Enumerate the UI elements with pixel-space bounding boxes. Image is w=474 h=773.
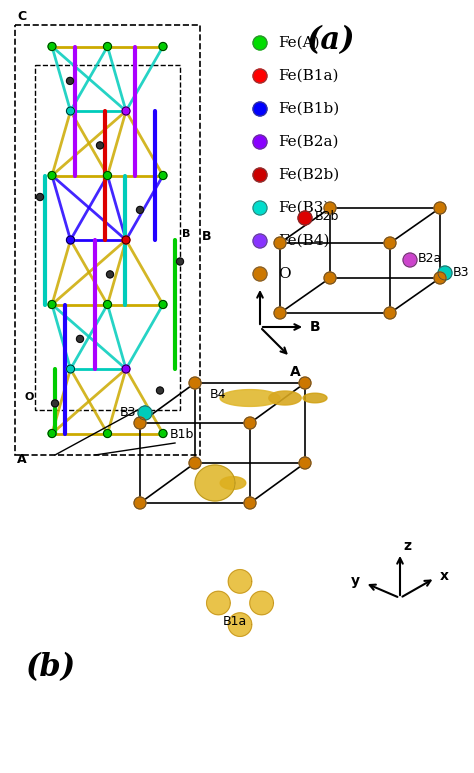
Circle shape: [299, 457, 311, 469]
Circle shape: [134, 417, 146, 429]
Text: Fe(A): Fe(A): [278, 36, 319, 50]
Circle shape: [438, 266, 452, 280]
Polygon shape: [303, 393, 327, 403]
Text: (b): (b): [25, 652, 75, 683]
Circle shape: [244, 417, 256, 429]
Circle shape: [66, 107, 74, 115]
Circle shape: [159, 430, 167, 438]
Text: B1a: B1a: [223, 615, 247, 628]
Circle shape: [176, 258, 183, 265]
Circle shape: [324, 272, 336, 284]
Text: B: B: [182, 229, 191, 239]
Polygon shape: [269, 391, 301, 405]
Circle shape: [253, 168, 267, 182]
Circle shape: [76, 335, 83, 342]
Circle shape: [107, 271, 113, 278]
Text: A: A: [290, 365, 301, 379]
Text: B3: B3: [453, 267, 470, 280]
Circle shape: [324, 202, 336, 214]
Circle shape: [189, 377, 201, 389]
Circle shape: [384, 307, 396, 319]
Circle shape: [137, 206, 144, 213]
Polygon shape: [250, 591, 273, 615]
Circle shape: [48, 43, 56, 50]
Circle shape: [159, 172, 167, 179]
Circle shape: [36, 193, 44, 200]
Polygon shape: [228, 570, 252, 593]
Circle shape: [103, 43, 111, 50]
Text: O: O: [278, 267, 291, 281]
Circle shape: [384, 237, 396, 249]
Text: B: B: [202, 230, 211, 243]
Text: x: x: [440, 569, 449, 583]
Text: Fe(B1b): Fe(B1b): [278, 102, 339, 116]
Circle shape: [159, 301, 167, 308]
Circle shape: [52, 400, 58, 407]
Circle shape: [48, 430, 56, 438]
Text: C: C: [17, 10, 26, 23]
Circle shape: [299, 377, 311, 389]
Text: z: z: [403, 539, 411, 553]
Circle shape: [434, 202, 446, 214]
Circle shape: [274, 237, 286, 249]
Circle shape: [253, 201, 267, 215]
Text: (a): (a): [306, 25, 354, 56]
Circle shape: [122, 236, 130, 244]
Text: B1b: B1b: [170, 428, 194, 441]
Text: B2b: B2b: [315, 209, 339, 223]
Circle shape: [189, 457, 201, 469]
Text: Fe(B4): Fe(B4): [278, 234, 329, 248]
Circle shape: [253, 234, 267, 248]
Polygon shape: [220, 477, 246, 489]
Circle shape: [122, 365, 130, 373]
Circle shape: [253, 267, 267, 281]
Circle shape: [138, 406, 152, 420]
Polygon shape: [220, 390, 280, 407]
Circle shape: [48, 172, 56, 179]
Text: Fe(B3): Fe(B3): [278, 201, 329, 215]
Text: B: B: [310, 320, 320, 334]
Circle shape: [66, 77, 73, 84]
Circle shape: [66, 236, 74, 244]
Text: B3: B3: [120, 407, 137, 420]
Circle shape: [122, 107, 130, 115]
Text: A: A: [17, 453, 27, 466]
Polygon shape: [228, 613, 252, 636]
Circle shape: [103, 172, 111, 179]
Circle shape: [159, 43, 167, 50]
Polygon shape: [207, 591, 230, 615]
Circle shape: [253, 102, 267, 116]
Circle shape: [298, 211, 312, 225]
Circle shape: [103, 301, 111, 308]
Circle shape: [156, 387, 164, 394]
Circle shape: [403, 253, 417, 267]
Circle shape: [253, 69, 267, 83]
Circle shape: [274, 307, 286, 319]
Text: Fe(B2b): Fe(B2b): [278, 168, 339, 182]
Circle shape: [434, 272, 446, 284]
Text: Fe(B2a): Fe(B2a): [278, 135, 338, 149]
Circle shape: [253, 36, 267, 50]
Circle shape: [103, 430, 111, 438]
Text: y: y: [350, 574, 359, 588]
Polygon shape: [195, 465, 235, 501]
Text: B4: B4: [210, 388, 227, 401]
Circle shape: [253, 135, 267, 149]
Circle shape: [244, 497, 256, 509]
Text: Fe(B1a): Fe(B1a): [278, 69, 338, 83]
Text: B2a: B2a: [418, 251, 442, 264]
Text: O: O: [25, 392, 35, 402]
Circle shape: [48, 301, 56, 308]
Circle shape: [134, 497, 146, 509]
Circle shape: [66, 365, 74, 373]
Text: C: C: [255, 268, 265, 282]
Circle shape: [97, 142, 103, 149]
